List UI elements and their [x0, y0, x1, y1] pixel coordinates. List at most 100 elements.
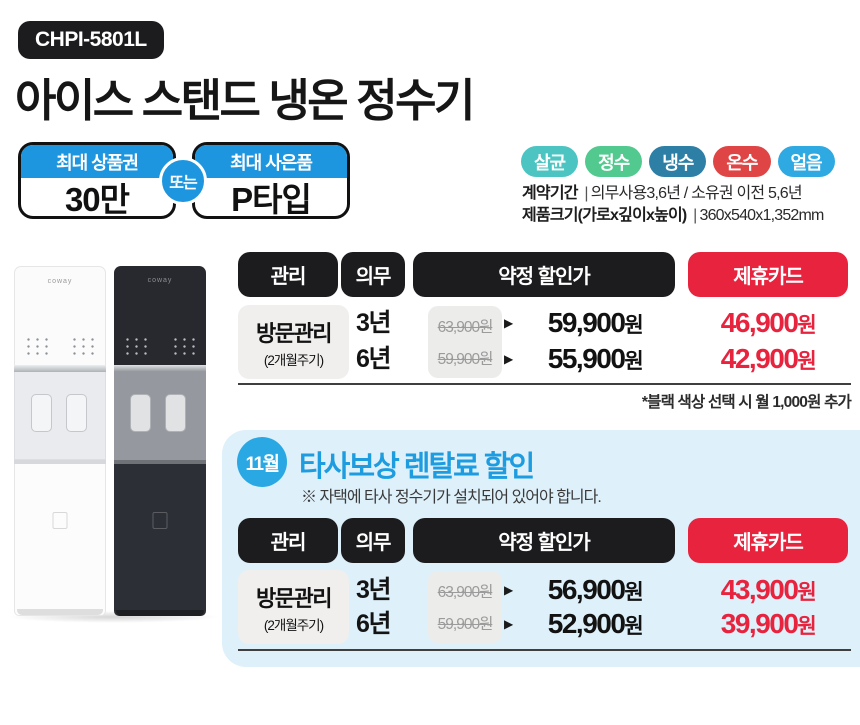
price-amount: 56,900 — [547, 574, 626, 605]
feature-badge-sterilize: 살균 — [521, 146, 579, 177]
column-header-term: 의무 — [341, 518, 405, 563]
original-price: 63,900원 — [437, 584, 494, 602]
model-badge: CHPI-5801L — [18, 21, 164, 59]
column-header-contract-price: 약정 할인가 — [413, 252, 675, 297]
spec-lines: 계약기간 | 의무사용3,6년 / 소유권 이전 5,6년 제품크기(가로x깊이x… — [522, 183, 824, 227]
spec-label: 제품크기(가로x깊이x높이) — [522, 207, 687, 224]
price-amount: 46,900 — [720, 307, 799, 338]
trade-in-promo-title: 타사보상 렌탈료 할인 — [299, 451, 535, 483]
price-unit: 원 — [624, 581, 643, 604]
discounted-price: 56,900원 — [515, 573, 675, 607]
purifier-lower-body — [14, 464, 106, 616]
term-cell: 6년 — [356, 610, 391, 638]
purifier-top-panel: coway — [14, 266, 106, 365]
spec-separator: | — [584, 185, 588, 202]
month-badge: 11월 — [237, 437, 287, 487]
spec-contract-period: 계약기간 | 의무사용3,6년 / 소유권 이전 5,6년 — [522, 183, 824, 205]
purifier-base — [17, 609, 103, 615]
partner-card-price: 43,900원 — [688, 573, 848, 607]
column-header-management: 관리 — [238, 518, 338, 563]
promo-box-header: 최대 사은품 — [195, 145, 347, 178]
purifier-dispenser — [14, 372, 106, 460]
spec-value: 의무사용3,6년 / 소유권 이전 5,6년 — [590, 185, 803, 202]
or-connector-badge: 또는 — [159, 157, 207, 205]
feature-badge-list: 살균 정수 냉수 온수 얼음 — [521, 146, 835, 177]
term-cell: 3년 — [356, 309, 391, 337]
feature-badge-purify: 정수 — [585, 146, 643, 177]
column-header-partner-card: 제휴카드 — [688, 252, 848, 297]
price-unit: 원 — [624, 615, 643, 638]
promo-box-value: 30만 — [64, 181, 130, 218]
dispenser-button — [31, 394, 52, 432]
column-header-term: 의무 — [341, 252, 405, 297]
feature-badge-hot: 온수 — [713, 146, 771, 177]
price-unit: 원 — [797, 615, 816, 638]
original-price: 59,900원 — [437, 350, 494, 368]
promo-box-value: P타입 — [231, 181, 312, 218]
management-cycle: (2개월주기) — [263, 617, 324, 633]
dispenser-button — [130, 394, 151, 432]
arrow-right-icon: ▶ — [504, 583, 514, 597]
price-unit: 원 — [624, 350, 643, 373]
brand-logo: coway — [47, 278, 73, 285]
price-amount: 59,900 — [547, 307, 626, 338]
purifier-dispenser — [114, 372, 206, 460]
original-price: 59,900원 — [437, 615, 494, 633]
spec-label: 계약기간 — [522, 185, 578, 202]
spec-value: 360x540x1,352mm — [699, 207, 824, 224]
purifier-panel-detail — [52, 512, 68, 529]
discounted-price: 52,900원 — [515, 607, 675, 641]
dispenser-button — [165, 394, 186, 432]
partner-card-price: 39,900원 — [688, 607, 848, 641]
column-header-contract-price: 약정 할인가 — [413, 518, 675, 563]
price-unit: 원 — [624, 314, 643, 337]
discounted-price: 55,900원 — [515, 342, 675, 376]
spec-product-size: 제품크기(가로x깊이x높이) | 360x540x1,352mm — [522, 205, 824, 227]
feature-badge-cold: 냉수 — [649, 146, 707, 177]
control-panel-icons — [123, 336, 149, 356]
management-title: 방문관리 — [256, 320, 332, 346]
spec-separator: | — [693, 207, 697, 224]
discounted-price: 59,900원 — [515, 306, 675, 340]
control-panel-icons — [24, 336, 50, 356]
brand-logo: coway — [147, 277, 173, 284]
original-price: 63,900원 — [437, 319, 494, 337]
black-color-surcharge-note: *블랙 색상 선택 시 월 1,000원 추가 — [641, 394, 852, 411]
control-panel-icons — [171, 336, 197, 356]
promo-box-gift-card: 최대 상품권 30만 — [18, 142, 176, 219]
purifier-drip-tray — [14, 460, 106, 464]
arrow-right-icon: ▶ — [504, 352, 514, 366]
price-amount: 55,900 — [547, 343, 626, 374]
price-amount: 52,900 — [547, 608, 626, 639]
promo-box-free-gift: 최대 사은품 P타입 — [192, 142, 350, 219]
purifier-drip-tray — [114, 460, 206, 464]
purifier-silver-band — [14, 365, 106, 372]
purifier-top-panel: coway — [114, 266, 206, 365]
column-header-partner-card: 제휴카드 — [688, 518, 848, 563]
price-amount: 42,900 — [720, 343, 799, 374]
partner-card-price: 42,900원 — [688, 342, 848, 376]
partner-card-price: 46,900원 — [688, 306, 848, 340]
price-amount: 39,900 — [720, 608, 799, 639]
promo-box-header: 최대 상품권 — [21, 145, 173, 178]
price-amount: 43,900 — [720, 574, 799, 605]
feature-badge-ice: 얼음 — [777, 146, 835, 177]
purifier-base — [116, 610, 204, 616]
table-bottom-rule — [238, 383, 851, 385]
price-unit: 원 — [797, 350, 816, 373]
management-type-cell: 방문관리 (2개월주기) — [238, 305, 349, 379]
management-cycle: (2개월주기) — [263, 352, 324, 368]
dispenser-button — [66, 394, 87, 432]
term-cell: 6년 — [356, 345, 391, 373]
original-price-box: 63,900원 59,900원 — [428, 306, 502, 378]
management-type-cell: 방문관리 (2개월주기) — [238, 570, 349, 644]
purifier-silver-band — [114, 365, 206, 372]
product-image-black-purifier: coway — [114, 266, 206, 616]
price-unit: 원 — [797, 314, 816, 337]
purifier-panel-detail — [152, 512, 168, 529]
control-panel-icons — [70, 336, 96, 356]
product-image-white-purifier: coway — [14, 266, 106, 616]
term-cell: 3년 — [356, 576, 391, 604]
original-price-box: 63,900원 59,900원 — [428, 571, 502, 643]
